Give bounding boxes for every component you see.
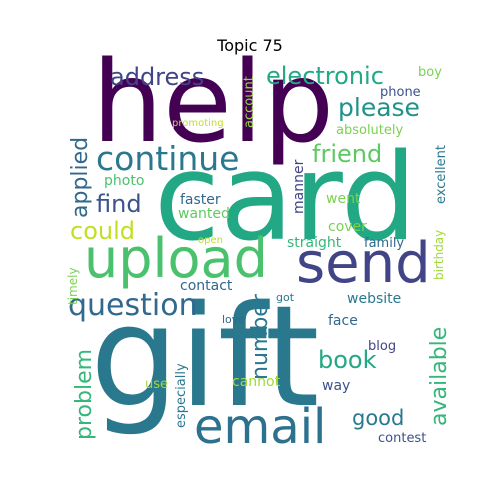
word-cannot: cannot: [232, 374, 281, 390]
word-electronic: electronic: [266, 62, 384, 90]
word-gift: gift: [90, 276, 319, 439]
word-manner: manner: [291, 159, 307, 214]
word-website: website: [347, 291, 401, 307]
word-available: available: [427, 327, 452, 426]
word-book: book: [318, 346, 377, 374]
page-title: Topic 75: [217, 36, 283, 55]
word-could: could: [70, 217, 135, 245]
word-timely: timely: [66, 267, 80, 305]
word-birthday: birthday: [432, 230, 446, 280]
word-contact: contact: [180, 278, 233, 294]
word-faster: faster: [180, 192, 221, 208]
word-friend: friend: [312, 140, 382, 168]
word-absolutely: absolutely: [336, 123, 404, 138]
word-good: good: [352, 406, 404, 430]
word-help: help: [92, 38, 334, 168]
word-applied: applied: [68, 137, 93, 218]
word-excellent: excellent: [434, 145, 449, 204]
word-use: use: [145, 377, 168, 392]
word-straight: straight: [287, 235, 342, 251]
word-went: went: [326, 191, 361, 207]
word-continue: continue: [96, 139, 240, 178]
word-find: find: [96, 190, 142, 218]
word-address: address: [110, 63, 204, 91]
word-problem: problem: [72, 349, 97, 440]
word-contest: contest: [378, 431, 426, 446]
word-especially: especially: [174, 363, 189, 428]
word-phone: phone: [380, 85, 421, 100]
word-open: open: [198, 235, 223, 246]
word-boy: boy: [418, 65, 442, 80]
word-number: number: [248, 293, 273, 380]
word-family: family: [364, 236, 404, 251]
word-face: face: [328, 313, 358, 329]
word-upload: upload: [84, 227, 268, 290]
word-account: account: [242, 76, 257, 128]
word-wanted: wanted: [178, 206, 230, 222]
word-promoting: promoting: [172, 118, 224, 129]
word-cover: cover: [328, 219, 367, 235]
word-blog: blog: [368, 339, 396, 354]
word-send: send: [296, 231, 431, 296]
word-card: card: [154, 129, 417, 268]
word-email: email: [194, 399, 326, 455]
word-love: love: [222, 313, 245, 326]
word-photo: photo: [104, 173, 144, 189]
word-way: way: [322, 378, 350, 394]
word-got: got: [276, 291, 295, 304]
word-question: question: [68, 288, 198, 323]
word-please: please: [338, 93, 420, 122]
